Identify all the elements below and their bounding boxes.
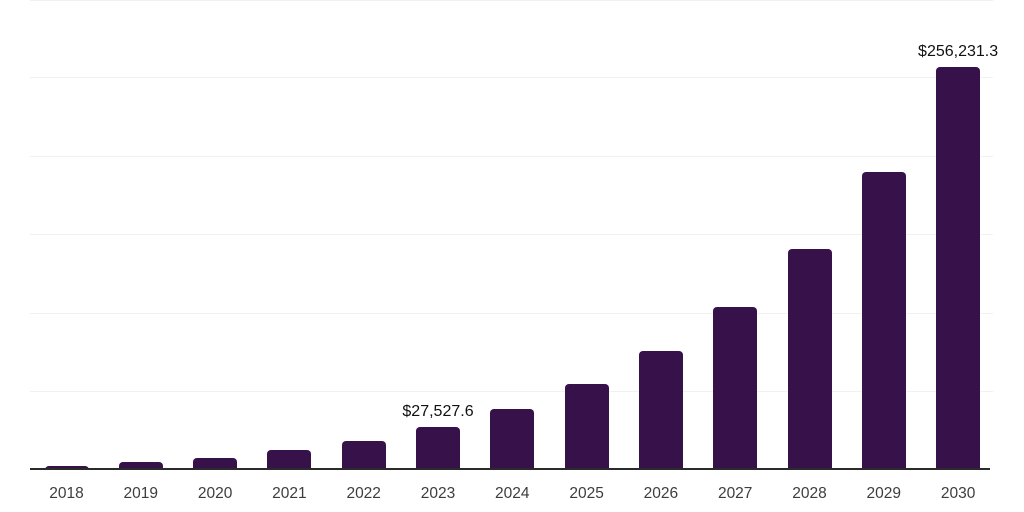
gridline-150000 [30, 234, 993, 236]
bar-2021[interactable] [267, 450, 312, 470]
x-tick-label-2027: 2027 [717, 485, 753, 502]
bar-2027[interactable] [713, 307, 758, 470]
bar-2026[interactable] [638, 351, 683, 470]
gridline-200000 [30, 155, 993, 157]
bar-2019[interactable] [118, 461, 163, 470]
bar-2023[interactable] [416, 426, 460, 470]
x-tick-label-2028: 2028 [792, 485, 827, 502]
bar-2018[interactable] [44, 465, 89, 470]
x-tick-label-2025: 2025 [569, 485, 604, 502]
bar-2024[interactable] [490, 409, 535, 470]
x-tick-label-2018: 2018 [49, 485, 84, 502]
bar-2025[interactable] [564, 384, 609, 470]
bar-2030[interactable] [936, 67, 981, 470]
x-tick-label-2023: 2023 [420, 485, 456, 502]
bar-2020[interactable] [193, 458, 238, 470]
gridline-50000 [30, 391, 993, 393]
gridline-300000 [30, 0, 993, 1]
gridline-250000 [30, 77, 993, 78]
x-tick-label-2030: 2030 [940, 485, 976, 502]
x-axis-line [30, 468, 990, 470]
gridline-100000 [30, 312, 993, 314]
bar-2028[interactable] [787, 249, 832, 470]
value-label-2030: $256,231.3 [918, 43, 999, 61]
bar-2029[interactable] [861, 172, 906, 470]
x-tick-label-2019: 2019 [123, 485, 159, 502]
x-tick-label-2021: 2021 [272, 485, 307, 502]
bar-2022[interactable] [341, 441, 386, 470]
x-tick-label-2029: 2029 [866, 485, 902, 502]
x-tick-label-2020: 2020 [197, 485, 233, 502]
x-tick-label-2024: 2024 [495, 485, 530, 502]
value-label-2023: $27,527.6 [402, 402, 474, 420]
x-tick-label-2022: 2022 [346, 485, 381, 502]
x-tick-label-2026: 2026 [643, 485, 679, 502]
